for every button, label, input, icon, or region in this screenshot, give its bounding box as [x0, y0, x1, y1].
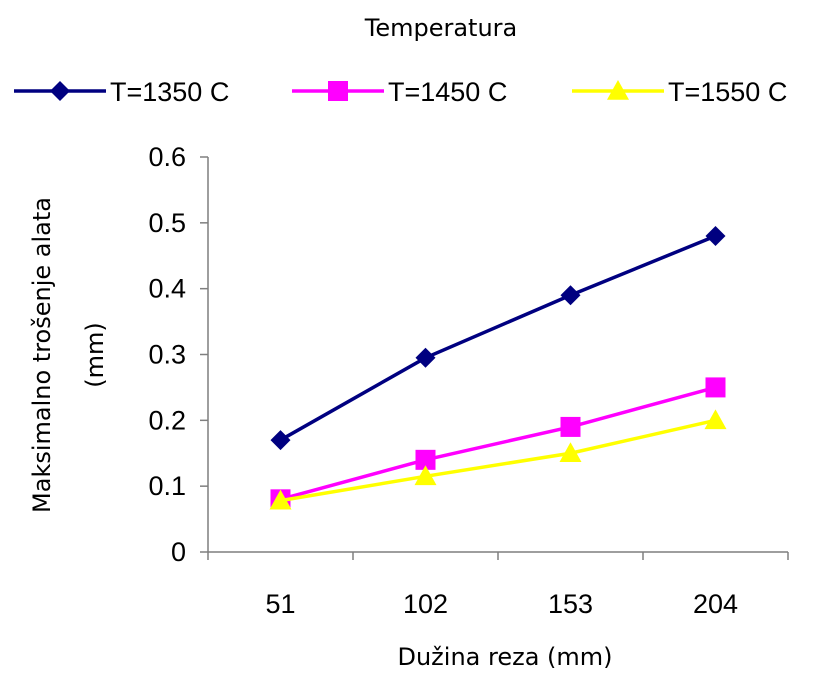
y-tick-label: 0.5: [148, 208, 186, 238]
legend-marker: [328, 81, 348, 101]
y-tick-label: 0.6: [148, 142, 186, 172]
data-point: [415, 347, 436, 368]
y-tick-label: 0: [171, 537, 186, 567]
y-tick-label: 0.2: [148, 405, 186, 435]
x-tick-label: 204: [693, 589, 738, 619]
series-layer: [269, 226, 727, 510]
legend-label: T=1350 C: [110, 77, 229, 107]
data-point: [269, 489, 292, 510]
x-tick-label: 153: [548, 589, 593, 619]
series-1: [270, 226, 726, 451]
series-line: [280, 385, 716, 502]
x-ticks: 51 102 153 204: [207, 552, 789, 619]
x-tick-label: 51: [265, 589, 295, 619]
data-point: [705, 226, 726, 246]
y-axis-label-line-2: (mm): [81, 322, 109, 387]
legend-label: T=1550 C: [668, 77, 787, 107]
legend-label: T=1450 C: [388, 77, 507, 107]
y-tick-label: 0.4: [148, 274, 186, 304]
legend-item: T=1450 C: [292, 77, 507, 107]
data-point: [415, 449, 436, 470]
legend-marker: [607, 80, 629, 100]
series-line: [279, 234, 717, 442]
axes: [207, 157, 788, 553]
legend-item: T=1550 C: [572, 77, 787, 107]
data-point: [560, 285, 581, 306]
series-line: [280, 418, 716, 503]
y-axis-label-line-1: Maksimalno trošenje alata: [28, 197, 56, 513]
x-tick-label: 102: [403, 589, 448, 619]
data-point: [704, 409, 727, 430]
y-tick-label: 0.1: [148, 471, 186, 501]
chart-title: Temperatura: [364, 14, 518, 42]
legend: T=1350 C T=1450 C T=1550 C: [14, 77, 787, 107]
series-3: [269, 409, 727, 510]
y-axis-label: Maksimalno trošenje alata (mm): [28, 197, 109, 513]
data-point: [559, 442, 582, 463]
y-ticks: 0 0.1 0.2 0.3 0.4 0.5 0.6: [148, 142, 208, 567]
data-point: [270, 430, 291, 451]
legend-marker: [50, 81, 70, 101]
y-tick-label: 0.3: [148, 340, 186, 370]
x-axis-label: Dužina reza (mm): [397, 643, 612, 671]
data-point: [560, 416, 581, 437]
legend-item: T=1350 C: [14, 77, 229, 107]
data-point: [414, 465, 437, 486]
data-point: [705, 377, 726, 398]
